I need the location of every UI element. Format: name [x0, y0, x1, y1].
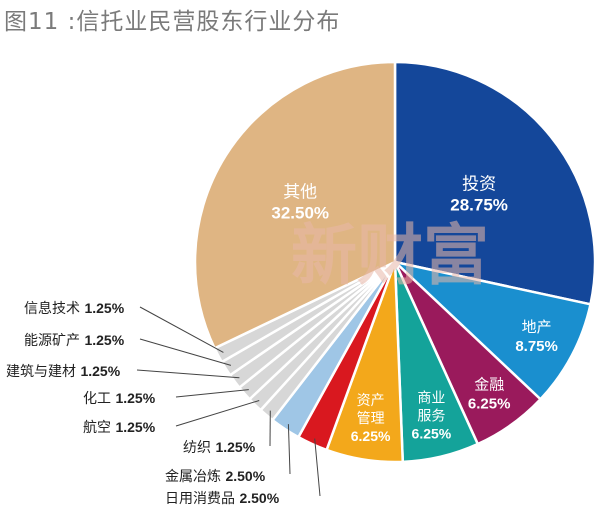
slice-value-8: 1.25%	[115, 419, 155, 435]
slice-name-2: 金融	[474, 375, 504, 393]
slice-labels: 投资28.75%地产8.75%金融6.25%商业服务6.25%资产管理6.25%…	[271, 174, 558, 443]
slice-value-2: 6.25%	[468, 395, 511, 412]
pie-slice-1	[393, 260, 592, 401]
watermark: 新财富	[291, 216, 489, 294]
pie-slice-13	[193, 60, 397, 350]
pie-slices	[193, 60, 597, 464]
slice-name-1: 地产	[522, 318, 552, 336]
chart-title: 图11 :信托业民营股东行业分布	[4, 9, 341, 35]
leader-line-6	[287, 424, 291, 475]
slice-name-9: 化工 1.25%	[83, 390, 156, 407]
slice-name-3: 商业	[417, 390, 445, 406]
leader-line-10	[136, 369, 240, 379]
slice-name-3: 服务	[417, 408, 445, 424]
slice-value-12: 1.25%	[84, 300, 124, 316]
leader-line-11	[139, 338, 232, 366]
slice-value-0: 28.75%	[450, 195, 508, 214]
slice-name-13: 其他	[283, 182, 317, 202]
leader-line-12	[139, 306, 224, 353]
external-labels: 日用消费品 2.50% 金属冶炼 2.50% 纺织 1.25% 航空 1.25% 化工 …	[6, 300, 321, 507]
slice-value-11: 1.25%	[84, 332, 124, 348]
slice-name-0: 投资	[462, 174, 496, 194]
leader-line-5	[314, 438, 321, 497]
slice-name-5: 日用消费品 2.50%	[165, 490, 280, 507]
slice-name-4: 管理	[357, 411, 385, 427]
slice-value-3: 6.25%	[412, 425, 452, 441]
slice-name-7: 纺织 1.25%	[183, 439, 256, 456]
slice-name-10: 建筑与建材 1.25%	[6, 363, 121, 380]
slice-name-12: 信息技术 1.25%	[24, 300, 125, 317]
slice-value-10: 1.25%	[80, 363, 120, 379]
pie-slice-0	[393, 60, 597, 306]
slice-value-1: 8.75%	[515, 338, 558, 355]
slice-value-9: 1.25%	[115, 390, 155, 406]
slice-name-4: 资产	[357, 393, 385, 409]
slice-value-6: 2.50%	[225, 468, 265, 484]
slice-value-7: 1.25%	[215, 439, 255, 455]
slice-value-5: 2.50%	[239, 490, 279, 506]
leader-line-8	[175, 400, 260, 427]
slice-value-4: 6.25%	[351, 428, 391, 444]
slice-name-6: 金属冶炼 2.50%	[165, 468, 266, 485]
slice-name-11: 能源矿产 1.25%	[24, 332, 125, 349]
leader-line-9	[175, 389, 249, 398]
slice-value-13: 32.50%	[271, 203, 329, 222]
slice-name-8: 航空 1.25%	[83, 419, 156, 436]
